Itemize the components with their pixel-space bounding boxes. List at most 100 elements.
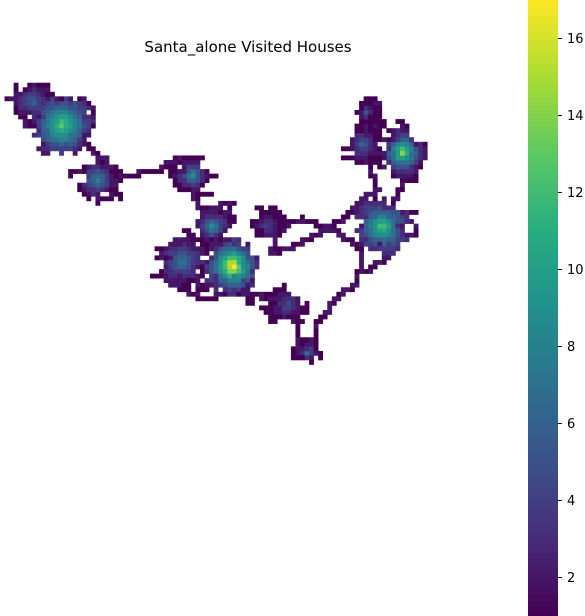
heatmap-cell bbox=[286, 296, 292, 302]
heatmap-cell bbox=[218, 219, 224, 224]
heatmap-cell bbox=[231, 214, 237, 220]
heatmap-cell bbox=[309, 350, 314, 356]
heatmap-cell bbox=[395, 128, 401, 134]
heatmap-cell bbox=[277, 223, 283, 229]
heatmap-cell bbox=[40, 100, 46, 106]
heatmap-cell bbox=[368, 164, 374, 170]
heatmap-cell bbox=[240, 246, 246, 252]
heatmap-cell bbox=[100, 164, 105, 170]
heatmap-cell bbox=[372, 187, 378, 193]
heatmap-cell bbox=[368, 155, 374, 161]
heatmap-cell bbox=[90, 105, 96, 111]
heatmap-cell bbox=[227, 205, 233, 211]
heatmap-cell bbox=[181, 187, 187, 193]
heatmap-cell bbox=[204, 269, 210, 274]
heatmap-cell bbox=[118, 173, 124, 179]
heatmap-cell bbox=[231, 282, 237, 288]
heatmap-cell bbox=[209, 205, 214, 211]
heatmap-cell bbox=[213, 282, 219, 288]
heatmap-cell bbox=[68, 119, 74, 124]
heatmap-cell bbox=[354, 210, 360, 215]
heatmap-cell bbox=[372, 223, 378, 229]
heatmap-cell bbox=[390, 150, 396, 156]
heatmap-cell bbox=[377, 237, 383, 243]
heatmap-cell bbox=[277, 250, 283, 256]
heatmap-cell bbox=[218, 269, 224, 274]
heatmap-cell bbox=[195, 278, 201, 284]
heatmap-cell bbox=[54, 100, 60, 106]
heatmap-cell bbox=[304, 355, 310, 361]
heatmap-cell bbox=[195, 296, 201, 302]
heatmap-cell bbox=[381, 137, 387, 143]
heatmap-cell bbox=[63, 132, 69, 138]
heatmap-cell bbox=[400, 182, 405, 188]
heatmap-cell bbox=[204, 210, 210, 215]
heatmap-cell bbox=[177, 250, 183, 256]
heatmap-cell bbox=[381, 214, 387, 220]
heatmap-cell bbox=[236, 237, 242, 243]
heatmap-cell bbox=[45, 91, 51, 97]
heatmap-cell bbox=[186, 173, 192, 179]
heatmap-cell bbox=[36, 105, 42, 111]
heatmap-cell bbox=[95, 164, 101, 170]
heatmap-cell bbox=[218, 232, 224, 238]
heatmap-cell bbox=[81, 137, 87, 143]
heatmap-cell bbox=[395, 137, 401, 143]
heatmap-cell bbox=[213, 246, 219, 252]
heatmap-cell bbox=[322, 223, 328, 229]
heatmap-cell bbox=[231, 273, 237, 279]
heatmap-cell bbox=[195, 264, 201, 270]
heatmap-cell bbox=[181, 246, 187, 252]
heatmap-cell bbox=[250, 278, 255, 284]
heatmap-cell bbox=[418, 146, 424, 152]
heatmap-cell bbox=[213, 205, 219, 211]
heatmap-cell bbox=[386, 255, 392, 261]
heatmap-cell bbox=[63, 114, 69, 120]
heatmap-cell bbox=[268, 305, 274, 311]
heatmap-cell bbox=[231, 246, 237, 252]
heatmap-cell bbox=[86, 187, 92, 193]
heatmap-cell bbox=[413, 164, 419, 170]
colorbar-tick-label: 2 bbox=[567, 571, 575, 586]
heatmap-cell bbox=[40, 146, 46, 152]
heatmap-cell bbox=[304, 237, 310, 243]
heatmap-cell bbox=[109, 169, 114, 174]
heatmap-cell bbox=[45, 96, 51, 102]
heatmap-cell bbox=[390, 132, 396, 138]
heatmap-cell bbox=[181, 269, 187, 274]
heatmap-cell bbox=[245, 291, 251, 297]
heatmap-cell bbox=[418, 160, 424, 165]
heatmap-cell bbox=[377, 223, 383, 229]
heatmap-cell bbox=[381, 155, 387, 161]
heatmap-cell bbox=[168, 173, 174, 179]
heatmap-cell bbox=[359, 205, 364, 211]
heatmap-cell bbox=[259, 205, 264, 211]
heatmap-cell bbox=[372, 105, 378, 111]
heatmap-cell bbox=[245, 260, 251, 265]
heatmap-cell bbox=[177, 187, 183, 193]
heatmap-cell bbox=[50, 91, 55, 97]
heatmap-cell bbox=[404, 214, 410, 220]
heatmap-cell bbox=[81, 110, 87, 115]
heatmap-cell bbox=[177, 278, 183, 284]
heatmap-cell bbox=[372, 246, 378, 252]
heatmap-cell bbox=[390, 196, 396, 202]
heatmap-cell bbox=[386, 128, 392, 134]
heatmap-cell bbox=[240, 282, 246, 288]
heatmap-cell bbox=[413, 178, 419, 184]
heatmap-cell bbox=[36, 91, 42, 97]
heatmap-cell bbox=[13, 96, 19, 102]
heatmap-cell bbox=[190, 255, 196, 261]
heatmap-cell bbox=[277, 314, 283, 320]
heatmap-cell bbox=[86, 132, 92, 138]
heatmap-cell bbox=[245, 264, 251, 270]
heatmap-cell bbox=[290, 300, 296, 306]
heatmap-cell bbox=[363, 200, 369, 206]
heatmap-cell bbox=[168, 164, 174, 170]
heatmap-cell bbox=[272, 310, 278, 315]
heatmap-cell bbox=[113, 182, 119, 188]
heatmap-cell bbox=[227, 200, 233, 206]
heatmap-cell bbox=[313, 323, 319, 329]
heatmap-cell bbox=[318, 350, 324, 356]
heatmap-cell bbox=[131, 173, 137, 179]
